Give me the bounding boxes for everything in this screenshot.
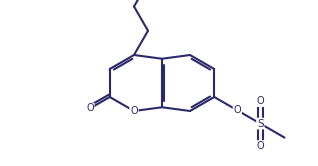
Text: O: O [257, 96, 264, 106]
Text: O: O [130, 106, 138, 116]
Text: O: O [233, 105, 241, 115]
Text: S: S [257, 119, 264, 129]
Text: O: O [257, 141, 264, 151]
Text: O: O [86, 103, 94, 114]
